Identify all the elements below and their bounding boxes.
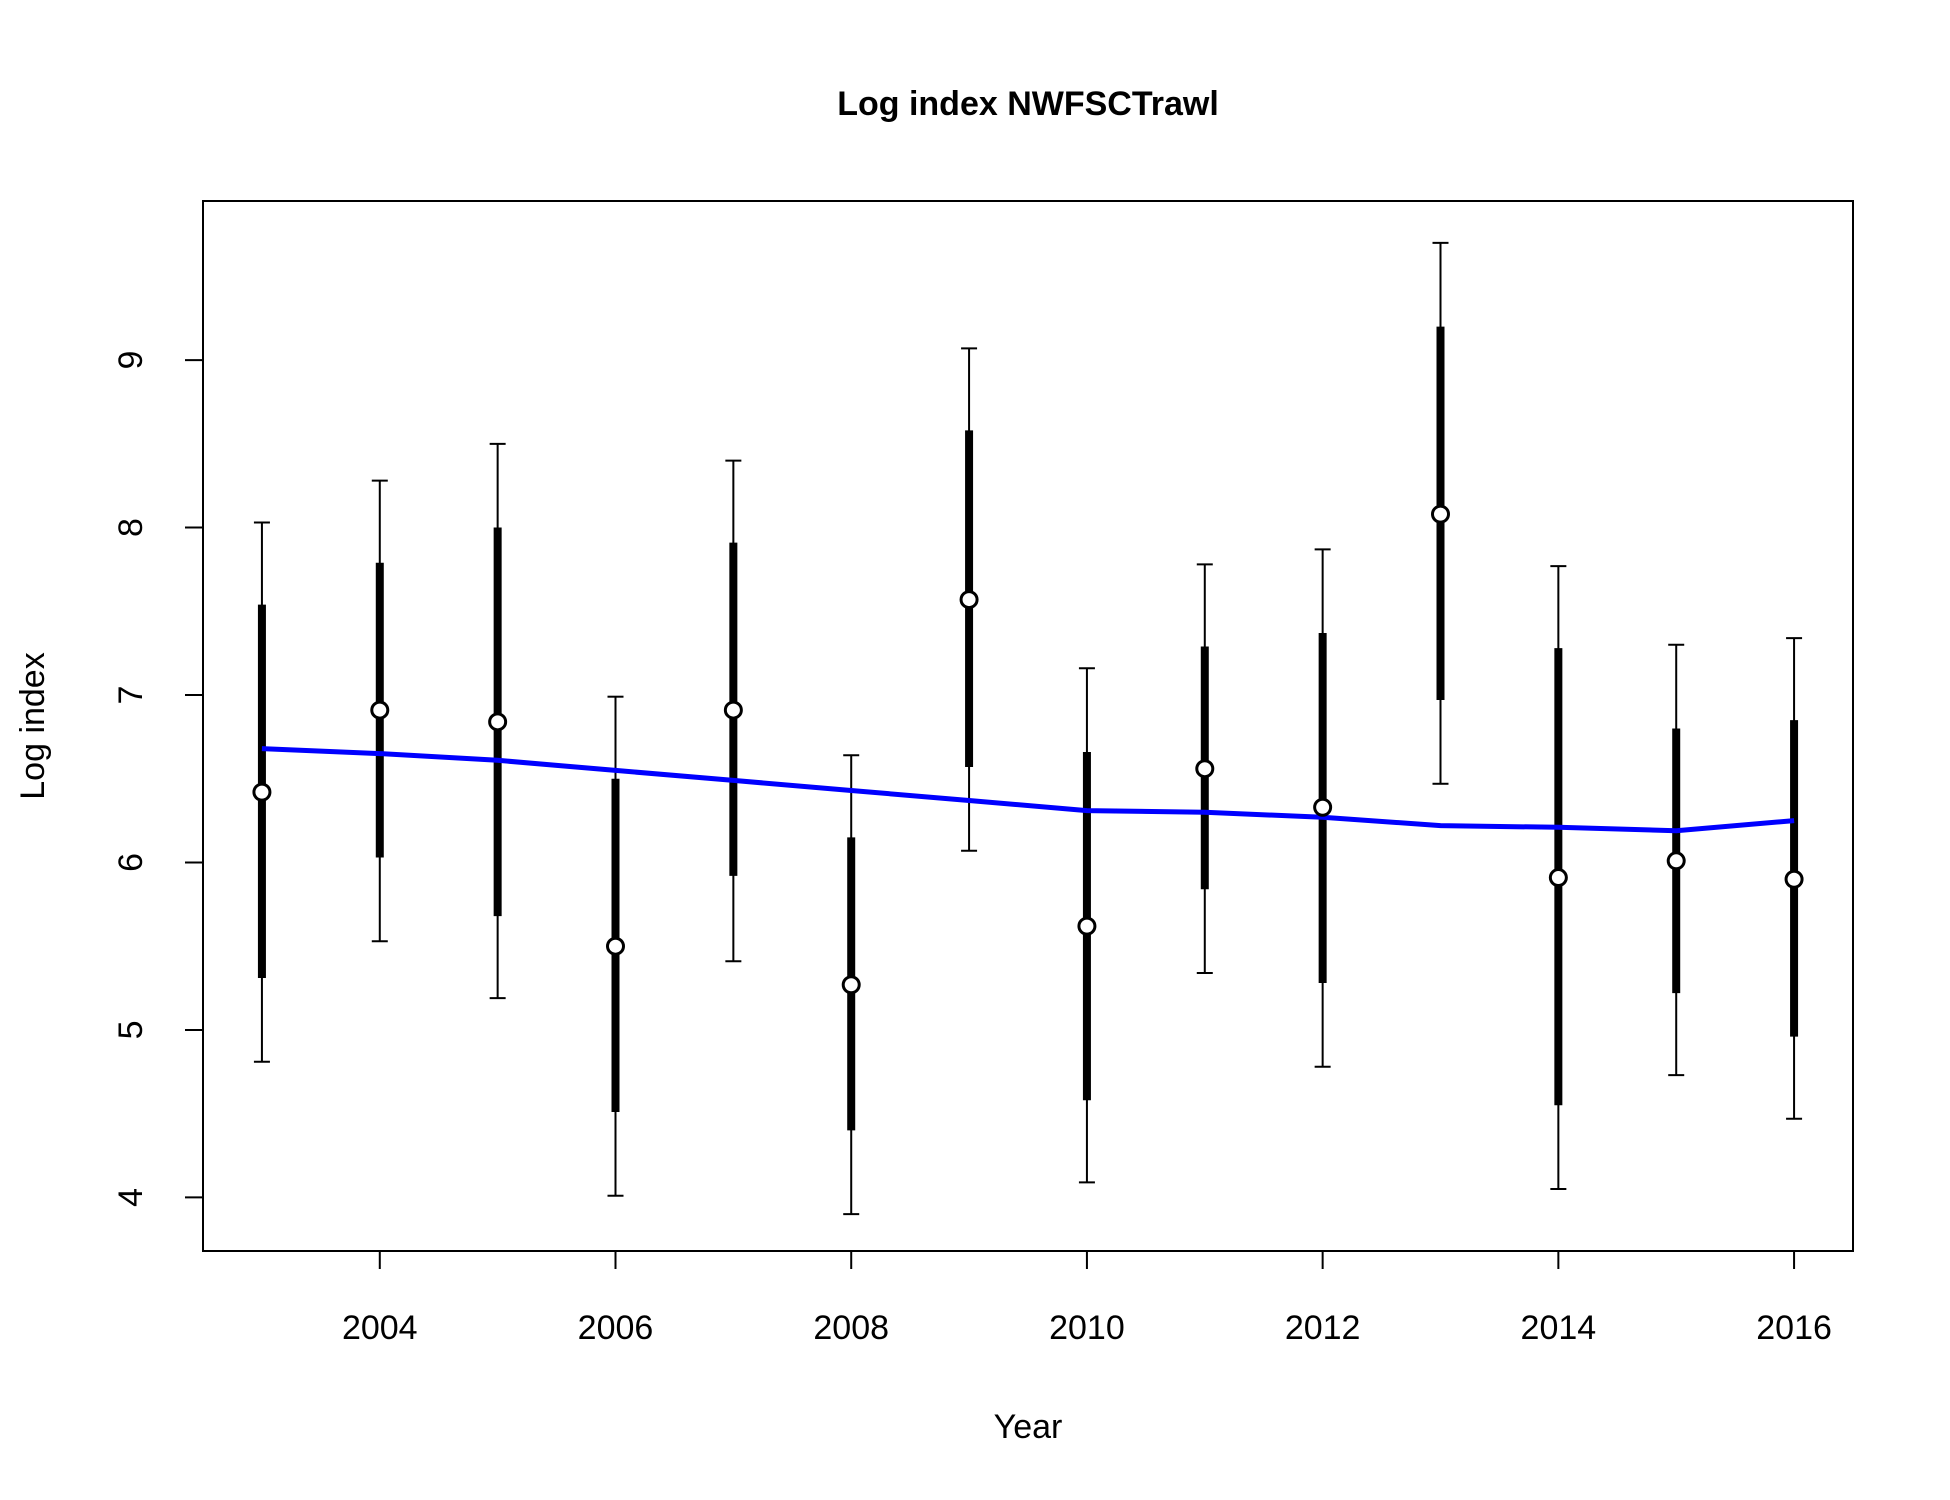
- y-tick-label: 9: [112, 351, 150, 370]
- observed-point: [841, 975, 861, 995]
- x-axis: 2004 2006 2008 2010 2012 2014 2016: [342, 1251, 1832, 1347]
- x-tick-label: 2006: [578, 1309, 654, 1347]
- x-tick-label: 2004: [342, 1309, 418, 1347]
- observed-point: [1077, 916, 1097, 936]
- x-tick-label: 2010: [1049, 1309, 1125, 1347]
- observed-point: [1548, 868, 1568, 888]
- x-tick-label: 2016: [1756, 1309, 1832, 1347]
- x-tick-label: 2012: [1285, 1309, 1361, 1347]
- observed-point: [723, 700, 743, 720]
- observed-point: [1313, 797, 1333, 817]
- chart-title: Log index NWFSCTrawl: [837, 85, 1219, 123]
- x-tick-label: 2014: [1521, 1309, 1597, 1347]
- observed-point: [1784, 869, 1804, 889]
- x-axis-label: Year: [994, 1408, 1063, 1446]
- y-tick-label: 7: [112, 686, 150, 705]
- y-tick-label: 4: [112, 1188, 150, 1207]
- x-tick-label: 2008: [813, 1309, 889, 1347]
- observed-point: [488, 712, 508, 732]
- y-tick-label: 6: [112, 853, 150, 872]
- observed-point: [606, 936, 625, 956]
- observed-point: [1195, 759, 1215, 779]
- observed-point: [1431, 504, 1450, 524]
- y-tick-label: 8: [112, 518, 150, 537]
- y-axis-label: Log index: [14, 652, 52, 799]
- y-tick-label: 5: [112, 1020, 150, 1039]
- y-axis: 4 5 6 7 8 9: [112, 351, 203, 1207]
- observed-point: [1666, 851, 1686, 871]
- observed-point: [959, 590, 979, 610]
- plot-area: [202, 200, 1854, 1252]
- expected-fit-line: [261, 746, 1795, 834]
- observed-point: [370, 700, 390, 720]
- observed-point: [252, 782, 272, 802]
- observed-points: [252, 504, 1804, 995]
